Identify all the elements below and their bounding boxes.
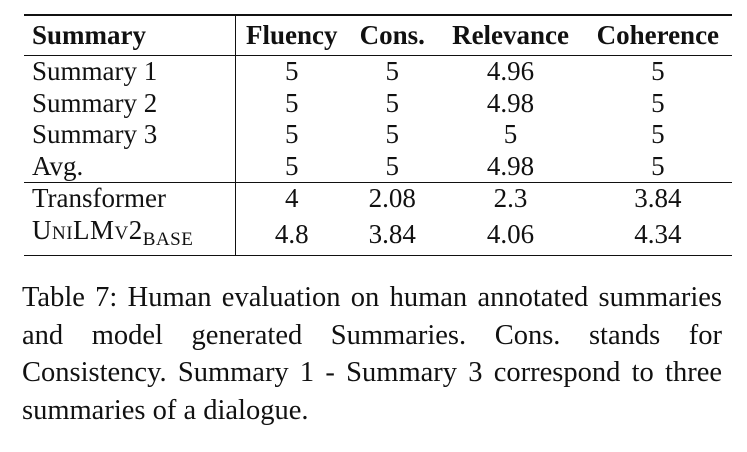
cell-coherence: 5 [651, 56, 665, 87]
cell-consistency: 3.84 [347, 214, 438, 256]
table-row: Transformer 4 2.08 2.3 3.84 [24, 182, 732, 215]
row-label: Transformer [24, 182, 237, 215]
row-label: Summary 2 [24, 87, 237, 119]
cell-coherence: 4.34 [583, 214, 732, 256]
row-label: Summary 3 [24, 119, 237, 151]
cell-consistency: 5 [385, 87, 400, 118]
table-header-row: Summary Fluency Cons. Relevance Coherenc… [24, 15, 732, 56]
header-fluency: Fluency [245, 20, 338, 50]
human-evaluation-table: Summary Fluency Cons. Relevance Coherenc… [24, 14, 732, 256]
table-row: Summary 2 5 5 4.98 5 [24, 87, 732, 119]
row-label-model: UniLMv2BASE [24, 214, 237, 256]
cell-fluency: 5 [284, 119, 299, 150]
cell-consistency: 5 [385, 150, 400, 181]
cell-fluency: 5 [284, 150, 299, 181]
header-coherence: Coherence [596, 20, 720, 50]
table-row: Summary 1 5 5 4.96 5 [24, 55, 732, 88]
cell-fluency: 5 [284, 87, 299, 118]
cell-relevance: 4.98 [486, 87, 535, 118]
cell-consistency: 2.08 [347, 182, 438, 215]
cell-consistency: 5 [385, 119, 400, 150]
row-label: Summary 1 [24, 55, 237, 88]
header-relevance: Relevance [452, 20, 570, 50]
table-caption: Table 7: Human evaluation on human annot… [22, 282, 722, 426]
results-table-container: Summary Fluency Cons. Relevance Coherenc… [24, 14, 732, 256]
cell-fluency: 5 [284, 56, 299, 87]
header-summary: Summary [24, 15, 237, 56]
cell-coherence: 5 [651, 119, 665, 150]
header-consistency: Cons. [359, 20, 425, 50]
cell-coherence: 3.84 [583, 182, 732, 215]
cell-coherence: 5 [651, 87, 665, 118]
table-row: Summary 3 5 5 5 5 [24, 119, 732, 151]
cell-relevance: 5 [503, 119, 518, 150]
table-row: UniLMv2BASE 4.8 3.84 4.06 4.34 [24, 214, 732, 256]
cell-relevance: 2.3 [437, 182, 584, 215]
table-row: Avg. 5 5 4.98 5 [24, 150, 732, 183]
cell-coherence: 5 [651, 150, 665, 181]
cell-relevance: 4.96 [486, 56, 535, 87]
row-label: Avg. [24, 150, 237, 183]
cell-relevance: 4.98 [486, 150, 535, 181]
cell-relevance: 4.06 [437, 214, 584, 256]
cell-fluency: 4 [235, 182, 348, 215]
model-size-subscript: BASE [142, 228, 194, 250]
cell-consistency: 5 [385, 56, 400, 87]
cell-fluency: 4.8 [235, 214, 348, 256]
model-name: UniLMv2 [32, 214, 143, 245]
